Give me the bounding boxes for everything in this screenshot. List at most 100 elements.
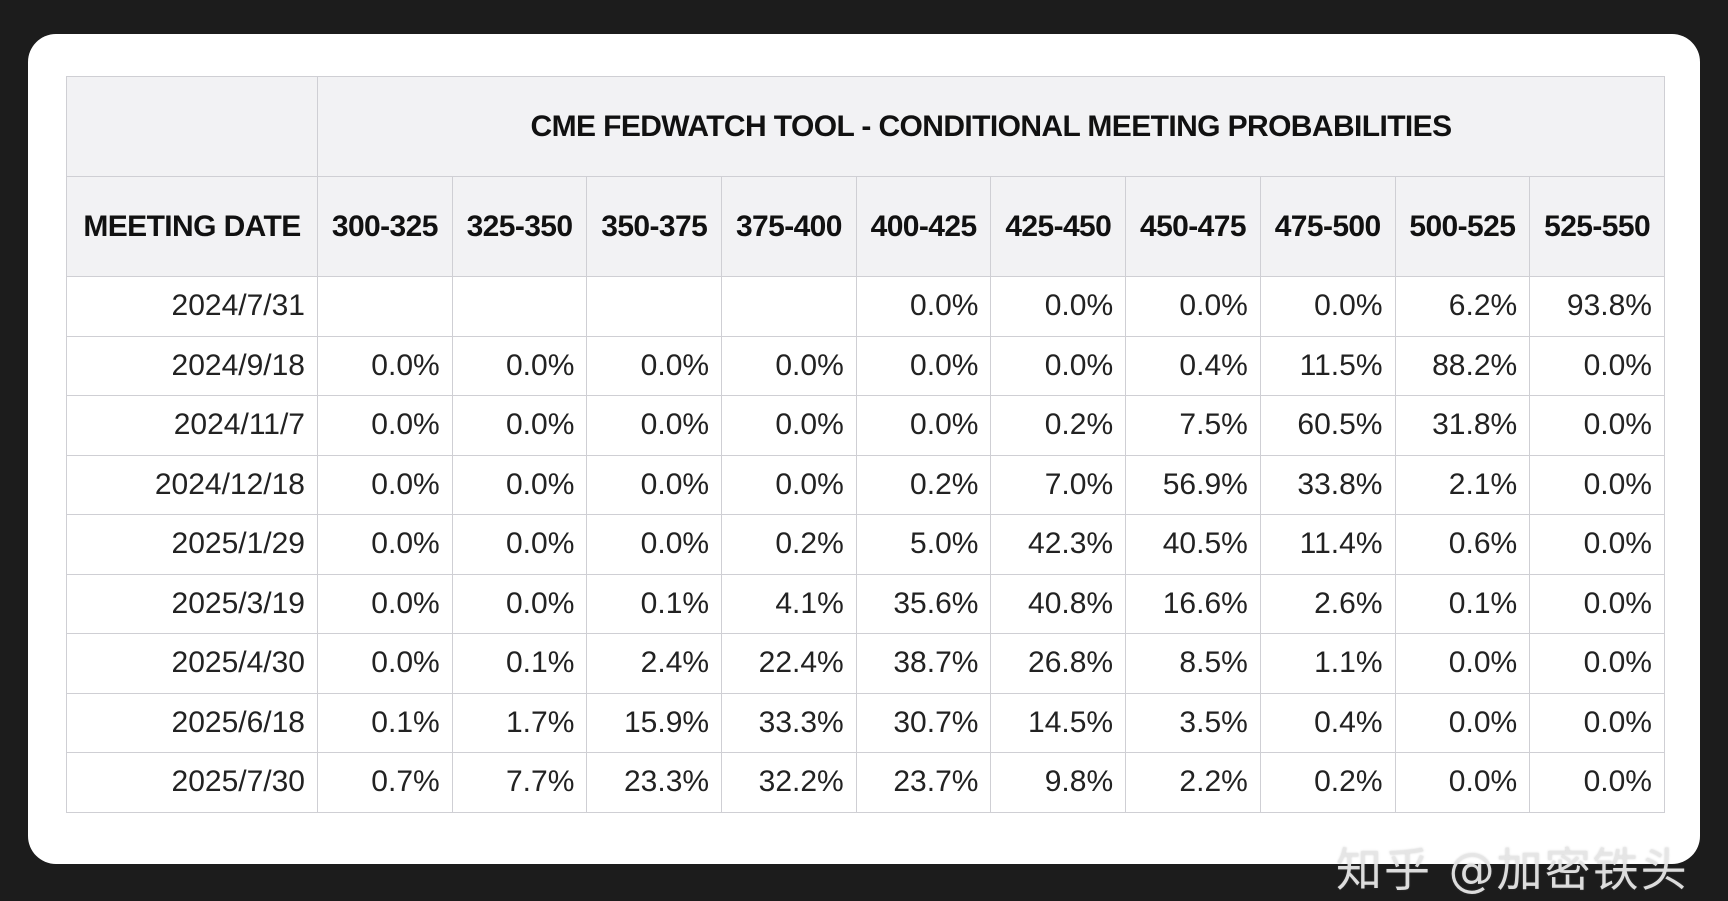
rate-header-300-325: 300-325 [317,176,453,277]
probability-cell: 0.0% [451,395,588,456]
probability-cell: 0.1% [586,573,723,634]
probability-cell: 0.0% [451,573,588,634]
rate-header-350-375: 350-375 [586,176,723,277]
probability-cell: 22.4% [721,633,857,694]
rate-header-375-400: 375-400 [721,176,857,277]
probability-cell: 6.2% [1394,276,1531,337]
probability-cell: 0.0% [1529,335,1665,396]
probability-cell: 8.5% [1125,633,1261,694]
meeting-date-cell: 2025/7/30 [66,752,318,813]
probability-cell: 33.3% [721,692,857,753]
probability-cell: 9.8% [990,752,1127,813]
table-body: 2024/7/31 0.0% 0.0% 0.0% 0.0% 6.2% 93.8% 2024/9… [66,276,1665,813]
probability-cell: 2.2% [1125,752,1261,813]
probability-cell: 26.8% [990,633,1127,694]
meeting-date-cell: 2025/3/19 [66,573,318,634]
probability-cell: 40.8% [990,573,1127,634]
probability-cell: 0.0% [317,573,453,634]
probability-cell: 0.1% [451,633,588,694]
probability-cell: 0.0% [451,335,588,396]
table-row: 2025/6/18 0.1% 1.7% 15.9% 33.3% 30.7% 14.5% 3.5… [66,692,1665,753]
probability-cell [586,276,723,337]
rate-header-475-500: 475-500 [1259,176,1396,277]
probability-cell: 38.7% [855,633,992,694]
probability-cell: 0.0% [1529,633,1665,694]
probability-cell: 0.0% [317,395,453,456]
probability-cell: 0.0% [1394,692,1531,753]
rate-header-500-525: 500-525 [1394,176,1531,277]
meeting-date-cell: 2025/1/29 [66,514,318,575]
probability-cell: 0.2% [721,514,857,575]
probability-cell: 0.0% [855,276,992,337]
probability-cell: 0.0% [586,514,723,575]
probability-cell: 0.0% [855,395,992,456]
meeting-date-cell: 2024/11/7 [66,395,318,456]
probability-cell: 15.9% [586,692,723,753]
probability-cell: 0.6% [1394,514,1531,575]
probability-cell: 0.0% [721,454,857,515]
probability-cell: 60.5% [1259,395,1396,456]
rate-header-400-425: 400-425 [855,176,992,277]
probability-cell: 0.0% [586,395,723,456]
probability-cell: 0.1% [317,692,453,753]
probability-cell: 0.0% [721,395,857,456]
meeting-date-cell: 2024/7/31 [66,276,318,337]
column-header-row: MEETING DATE 300-325 325-350 350-375 375-40… [66,176,1665,277]
probability-cell: 0.0% [317,335,453,396]
table-row: 2024/12/18 0.0% 0.0% 0.0% 0.0% 0.2% 7.0% 56.9% 3… [66,454,1665,515]
probability-cell: 42.3% [990,514,1127,575]
meeting-date-header: MEETING DATE [66,176,318,277]
rate-header-450-475: 450-475 [1125,176,1261,277]
probability-cell: 1.1% [1259,633,1396,694]
probability-cell [721,276,857,337]
probability-cell: 7.7% [451,752,588,813]
table-row: 2024/11/7 0.0% 0.0% 0.0% 0.0% 0.0% 0.2% 7.5% 60.… [66,395,1665,456]
probability-cell: 56.9% [1125,454,1261,515]
probability-cell: 0.4% [1125,335,1261,396]
probability-cell: 2.6% [1259,573,1396,634]
probability-cell: 2.4% [586,633,723,694]
fedwatch-probability-table: CME FEDWATCH TOOL - CONDITIONAL MEETING … [66,76,1665,813]
probability-cell: 14.5% [990,692,1127,753]
probability-cell: 0.0% [1529,752,1665,813]
probability-cell: 0.4% [1259,692,1396,753]
probability-cell: 23.3% [586,752,723,813]
probability-cell: 0.0% [1529,692,1665,753]
probability-cell: 0.0% [721,335,857,396]
probability-cell: 5.0% [855,514,992,575]
meeting-date-cell: 2025/4/30 [66,633,318,694]
probability-cell: 33.8% [1259,454,1396,515]
meeting-date-cell: 2025/6/18 [66,692,318,753]
probability-cell: 0.0% [451,514,588,575]
probability-cell: 2.1% [1394,454,1531,515]
table-row: 2024/9/18 0.0% 0.0% 0.0% 0.0% 0.0% 0.0% 0.4% 11.… [66,335,1665,396]
probability-cell: 0.0% [586,335,723,396]
corner-cell [66,76,318,177]
probability-cell: 0.0% [1529,514,1665,575]
probability-cell: 0.0% [1529,454,1665,515]
probability-cell: 0.0% [1394,633,1531,694]
probability-cell: 0.0% [855,335,992,396]
probability-cell: 0.0% [317,514,453,575]
probability-cell: 0.2% [855,454,992,515]
probability-cell: 7.0% [990,454,1127,515]
probability-cell: 1.7% [451,692,588,753]
probability-cell [451,276,588,337]
probability-cell [317,276,453,337]
probability-cell: 40.5% [1125,514,1261,575]
probability-cell: 0.0% [451,454,588,515]
probability-cell: 0.0% [990,335,1127,396]
screenshot-frame: CME FEDWATCH TOOL - CONDITIONAL MEETING … [28,34,1700,897]
probability-cell: 0.1% [1394,573,1531,634]
rate-header-525-550: 525-550 [1529,176,1665,277]
table-row: 2025/3/19 0.0% 0.0% 0.1% 4.1% 35.6% 40.8% 16.6%… [66,573,1665,634]
rate-header-325-350: 325-350 [451,176,588,277]
probability-cell: 3.5% [1125,692,1261,753]
probability-cell: 88.2% [1394,335,1531,396]
rate-header-425-450: 425-450 [990,176,1127,277]
watermark: 知乎 @加密铁头 [1336,843,1689,897]
probability-cell: 0.0% [586,454,723,515]
probability-cell: 7.5% [1125,395,1261,456]
probability-cell: 93.8% [1529,276,1665,337]
probability-cell: 0.0% [1529,573,1665,634]
